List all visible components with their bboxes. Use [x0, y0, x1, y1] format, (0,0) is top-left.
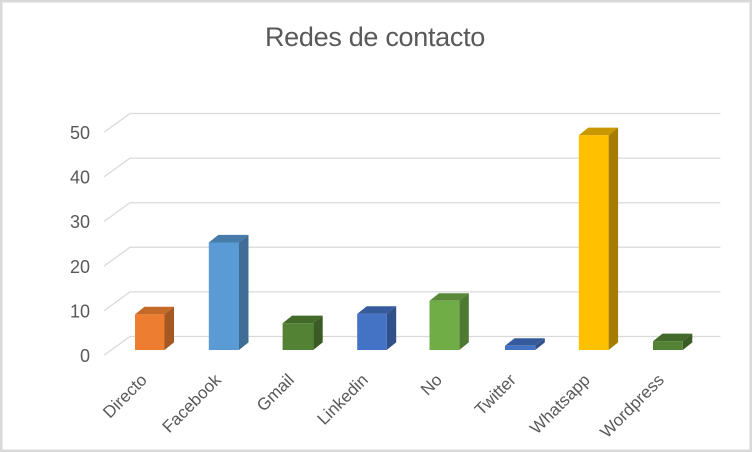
svg-text:40: 40: [70, 168, 90, 188]
svg-text:0: 0: [80, 346, 90, 366]
svg-text:20: 20: [70, 257, 90, 277]
svg-text:10: 10: [70, 301, 90, 321]
svg-text:30: 30: [70, 212, 90, 232]
svg-text:Redes de contacto: Redes de contacto: [265, 22, 485, 52]
svg-text:50: 50: [70, 123, 90, 143]
